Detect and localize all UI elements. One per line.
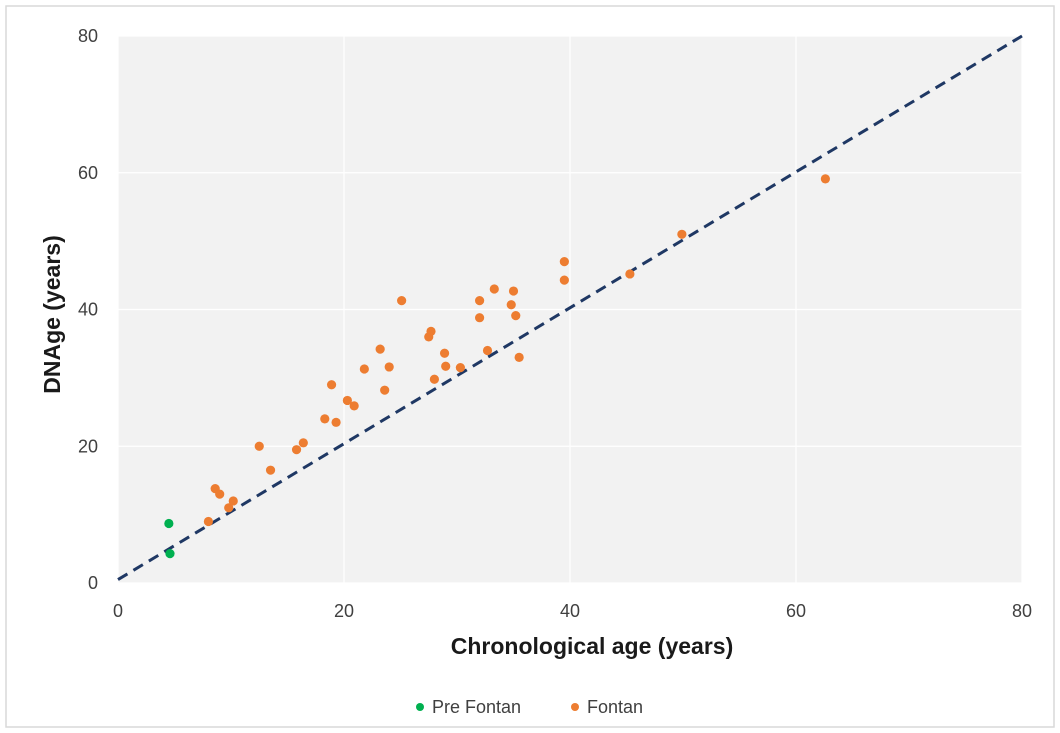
data-point-fontan xyxy=(326,380,337,390)
data-point-fontan xyxy=(506,300,516,310)
data-point-fontan xyxy=(228,496,238,506)
legend: Pre Fontan Fontan xyxy=(416,697,643,717)
y-tick-label: 40 xyxy=(78,300,98,320)
x-tick-label: 20 xyxy=(334,601,354,621)
data-point-fontan xyxy=(475,313,485,323)
data-point-fontan xyxy=(625,269,635,279)
data-point-pre-fontan xyxy=(165,548,175,559)
data-point-fontan xyxy=(265,465,276,475)
legend-label-pre-fontan: Pre Fontan xyxy=(432,697,521,717)
data-point-pre-fontan xyxy=(164,518,174,529)
data-point-fontan xyxy=(429,374,439,384)
data-point-fontan xyxy=(559,275,569,285)
data-point-fontan xyxy=(349,401,359,411)
data-point-fontan xyxy=(254,441,264,451)
data-point-fontan xyxy=(384,362,394,372)
data-point-fontan xyxy=(511,311,521,321)
data-point-fontan xyxy=(475,296,485,306)
data-points xyxy=(164,174,830,559)
legend-marker-pre-fontan xyxy=(416,703,424,711)
data-point-fontan xyxy=(482,345,493,356)
data-point-fontan xyxy=(397,296,407,306)
reference-line xyxy=(117,34,1023,581)
data-point-fontan xyxy=(215,489,225,499)
data-point-fontan xyxy=(331,417,341,427)
data-point-fontan xyxy=(342,395,352,406)
y-tick-label: 0 xyxy=(88,573,98,593)
data-point-fontan xyxy=(441,361,451,371)
data-point-fontan xyxy=(489,284,499,294)
data-point-fontan xyxy=(298,438,308,448)
data-point-fontan xyxy=(514,352,524,362)
data-point-fontan xyxy=(203,516,213,527)
legend-label-fontan: Fontan xyxy=(587,697,643,717)
data-point-fontan xyxy=(224,503,234,513)
y-tick-label: 20 xyxy=(78,436,98,456)
x-tick-label: 60 xyxy=(786,601,806,621)
data-point-fontan xyxy=(677,229,687,239)
x-tick-labels: 0 20 40 60 80 xyxy=(113,601,1032,621)
data-point-fontan xyxy=(320,414,330,424)
data-point-fontan xyxy=(559,257,569,267)
data-point-fontan xyxy=(508,286,519,296)
x-tick-label: 80 xyxy=(1012,601,1032,621)
y-tick-label: 60 xyxy=(78,163,98,183)
y-axis-title: DNAge (years) xyxy=(39,235,65,394)
data-point-fontan xyxy=(820,174,830,184)
data-point-fontan xyxy=(426,326,436,336)
legend-marker-fontan xyxy=(571,703,579,711)
x-axis-title: Chronological age (years) xyxy=(451,633,733,659)
data-point-fontan xyxy=(375,344,385,354)
data-point-fontan xyxy=(291,445,302,455)
data-point-fontan xyxy=(439,348,450,358)
x-tick-label: 0 xyxy=(113,601,123,621)
data-point-fontan xyxy=(359,364,369,374)
data-point-fontan xyxy=(380,385,390,395)
y-tick-labels: 0 20 40 60 80 xyxy=(78,26,98,593)
y-tick-label: 80 xyxy=(78,26,98,46)
data-point-fontan xyxy=(455,363,465,373)
x-tick-label: 40 xyxy=(560,601,580,621)
